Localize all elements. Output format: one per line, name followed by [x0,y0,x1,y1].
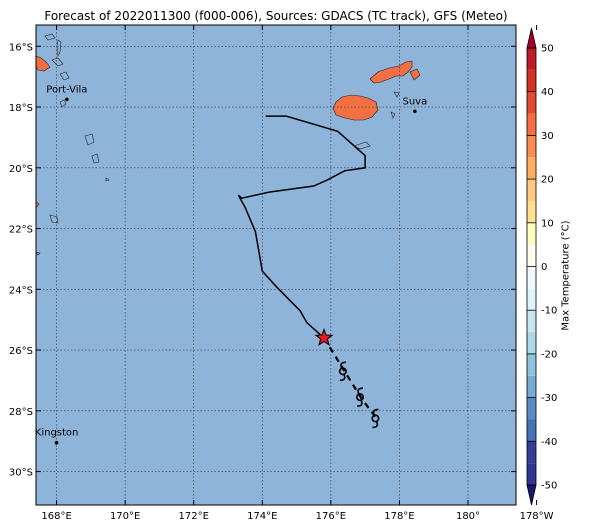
land-masses [36,33,421,256]
colorbar-band [527,397,536,420]
colorbar-tick-label: -30 [541,393,557,404]
colorbar-band [527,135,536,158]
colorbar-tick-label: 40 [541,87,554,98]
colorbar-extend-top [526,27,537,49]
city-label: Port-Vila [46,84,87,95]
x-tick-label: 170°E [110,511,140,522]
small-islands [36,33,400,256]
city-marker [413,109,417,114]
y-tick-label: 26°S [9,346,33,357]
y-tick-label: 30°S [9,468,33,479]
y-tick-label: 18°S [9,103,33,114]
x-tick-label: 176°E [316,511,346,522]
cities: Port-Vila Suva Kingston [35,84,427,445]
current-position-star-icon [314,327,334,346]
colorbar-band [527,91,536,114]
axis-ticks: 168°E 170°E 172°E 174°E 176°E 178°E 180° 178°W 1… [9,25,554,522]
forecast-track-line [323,337,377,418]
colorbar-tick-label: -40 [541,437,557,448]
x-tick-label: 178°W [520,511,554,522]
cyclone-symbol [338,361,347,382]
island-vanua-levu [369,60,413,84]
colorbar-band [527,288,536,311]
city-marker [54,440,59,445]
colorbar-band [527,113,536,136]
x-tick-label: 180° [456,511,480,522]
colorbar-tick-label: -10 [541,306,557,317]
x-tick-label: 174°E [247,511,277,522]
y-tick-label: 28°S [9,407,33,418]
ocean [36,25,516,505]
colorbar-extend-bottom [526,484,537,506]
cyclone-symbol [355,387,364,407]
colorbar-label: Max Temperature (°C) [560,220,572,331]
gridlines [36,25,516,505]
colorbar-band [527,266,536,289]
island-viti-levu [332,94,379,121]
colorbar-tick-label: -20 [541,349,557,360]
map-title: Forecast of 2022011300 (f000-006), Sourc… [44,9,508,23]
past-track-line [237,115,366,339]
colorbar-band [527,69,536,92]
colorbar-band [527,310,536,333]
colorbar-tick-label: 20 [541,175,554,186]
map-area: Port-Vila Suva Kingston [35,25,516,505]
y-tick-label: 16°S [9,42,33,53]
colorbar-band [527,463,536,485]
map-frame [35,24,517,506]
colorbar-band [527,244,536,267]
x-tick-label: 168°E [41,511,71,522]
colorbar-band [527,353,536,376]
colorbar-tick-label: 10 [541,218,554,229]
colorbar: 50 40 30 20 10 0 -10 -20 -30 -40 -50 [526,27,557,506]
colorbar-tick-label: 50 [541,44,554,55]
colorbar-tick-label: 30 [541,131,554,142]
colorbar-tick-label: -50 [541,481,557,492]
cyclone-symbol [371,408,380,429]
colorbar-band [527,157,536,180]
colorbar-band [527,179,536,201]
cyclone-track [237,115,380,429]
x-tick-label: 178°E [384,511,414,522]
colorbar-band [527,332,536,354]
x-tick-label: 172°E [179,511,209,522]
colorbar-band [527,48,536,70]
city-label: Suva [402,96,427,107]
island-taveuni [409,68,421,81]
y-tick-label: 22°S [9,225,33,236]
island-left-edge-small [36,201,40,209]
city-label: Kingston [35,428,79,439]
y-tick-label: 24°S [9,285,33,296]
city-marker [65,97,69,102]
colorbar-band [527,419,536,442]
colorbar-band [527,200,536,223]
colorbar-tick-label: 0 [541,262,547,273]
colorbar-band [527,441,536,464]
y-tick-label: 20°S [9,164,33,175]
colorbar-band [527,375,536,398]
colorbar-band [527,222,536,245]
